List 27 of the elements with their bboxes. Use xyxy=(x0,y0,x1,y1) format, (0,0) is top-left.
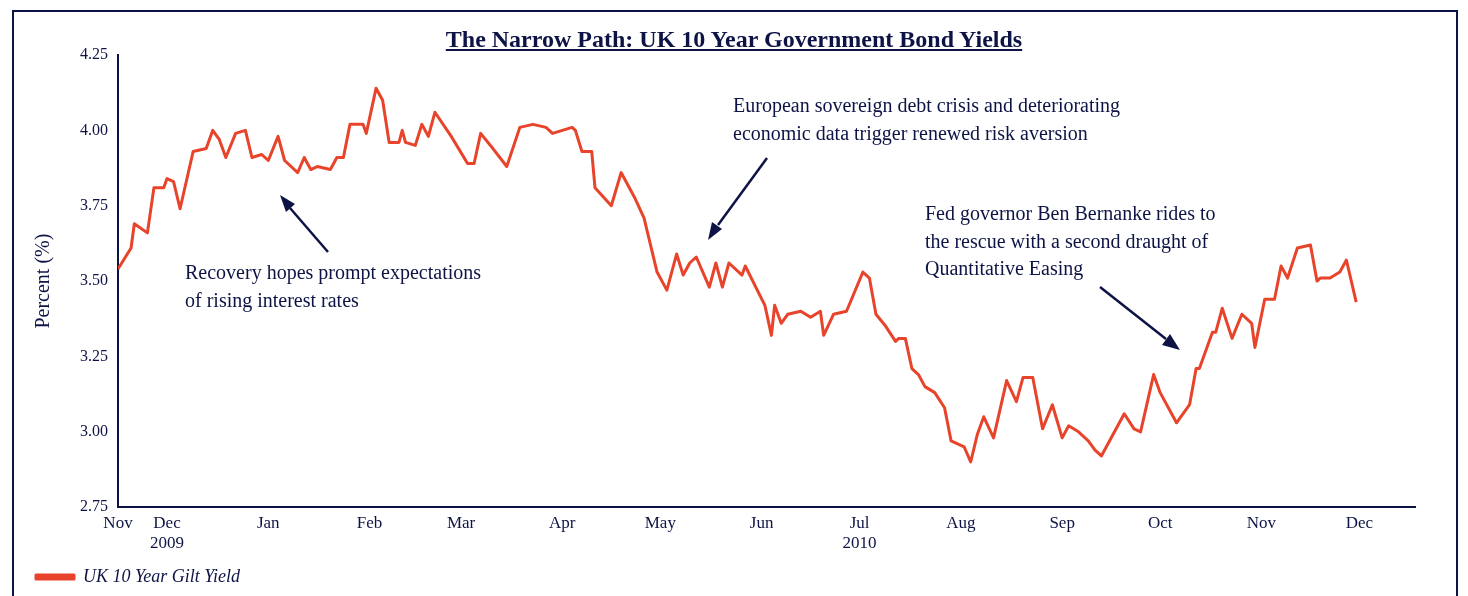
annotation: European sovereign debt crisis and deteriorating economic data trigger renewed risk aversion xyxy=(733,94,1121,145)
annotation: Fed governor Ben Bernanke rides to the rescue with a second draught of Quantitative Easing xyxy=(925,202,1216,280)
x-tick-label: Feb xyxy=(356,512,383,532)
y-tick-label: 3.25 xyxy=(80,346,108,364)
y-tick-label: 4.00 xyxy=(80,120,108,138)
x-tick-label: May xyxy=(644,512,677,532)
x-tick-label: Apr xyxy=(549,512,576,532)
x-tick-label: Jan xyxy=(256,512,281,532)
x-tick-label: Mar xyxy=(446,512,476,532)
x-tick-label: Oct xyxy=(1147,512,1173,532)
y-tick-label: 3.00 xyxy=(80,422,108,440)
x-tick-label: Nov xyxy=(1246,512,1277,532)
y-tick-label: 3.50 xyxy=(80,271,108,289)
x-tick-label: Dec 2009 xyxy=(150,512,185,553)
legend-label: UK 10 Year Gilt Yield xyxy=(83,565,242,586)
y-tick-label: 2.75 xyxy=(80,497,108,515)
chart-title: The Narrow Path: UK 10 Year Government Bond Yields xyxy=(445,26,1023,52)
y-tick-label: 3.75 xyxy=(80,195,108,213)
y-axis-title: Percent (%) xyxy=(31,233,55,329)
x-tick-label: Dec xyxy=(1345,512,1374,532)
x-tick-label: Jul 2010 xyxy=(842,512,877,553)
y-tick-label: 4.25 xyxy=(80,45,108,63)
x-tick-label: Aug xyxy=(946,512,977,532)
x-tick-label: Nov xyxy=(103,512,134,532)
x-tick-label: Jun xyxy=(749,512,774,532)
annotation: Recovery hopes prompt expectations of rising interest rates xyxy=(185,261,482,312)
x-tick-label: Sep xyxy=(1049,512,1075,532)
